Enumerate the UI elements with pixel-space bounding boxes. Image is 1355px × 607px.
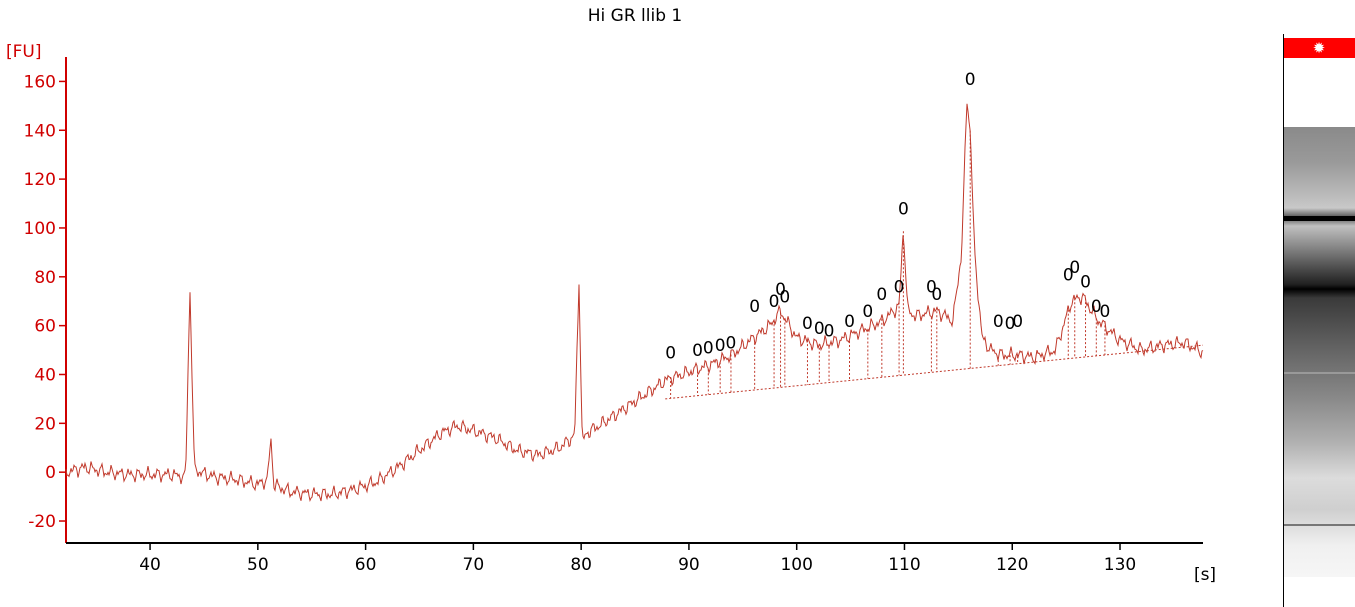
x-tick-label: 40	[139, 555, 161, 575]
gel-lane-smear	[1284, 127, 1355, 577]
x-tick-label: 70	[463, 555, 485, 575]
peak-label: 0	[726, 334, 737, 354]
x-axis-label: [s]	[1194, 565, 1216, 585]
x-tick-label: 130	[1104, 555, 1136, 575]
x-tick-label: 110	[888, 555, 920, 575]
peak-label: 0	[703, 339, 714, 359]
y-tick-label: -20	[28, 512, 56, 532]
y-tick-label: 120	[24, 170, 56, 190]
peak-label: 0	[802, 314, 813, 334]
peak-label: 0	[862, 302, 873, 322]
y-tick-label: 60	[34, 317, 56, 337]
x-tick-label: 50	[247, 555, 269, 575]
peak-label: 0	[965, 70, 976, 90]
y-tick-label: 40	[34, 365, 56, 385]
axes: -20 0 20 40 60 80 100 120 140 160 [FU] 40 50 60 70 80 90…	[6, 42, 1216, 585]
x-tick-label: 120	[996, 555, 1028, 575]
gel-band	[1284, 524, 1355, 526]
peak-label: 0	[1100, 302, 1111, 322]
y-tick-label: 80	[34, 268, 56, 288]
peak-label: 0	[692, 341, 703, 361]
peak-label: 0	[844, 312, 855, 332]
peak-label: 0	[715, 336, 726, 356]
x-tick-label: 60	[355, 555, 377, 575]
peak-label: 0	[876, 285, 887, 305]
peak-label: 0	[1012, 312, 1023, 332]
baseline-drop-lines	[665, 130, 1204, 400]
x-tick-label: 100	[780, 555, 812, 575]
peak-label: 0	[993, 312, 1004, 332]
fitted-baseline	[665, 344, 1204, 400]
peak-label: 0	[1069, 258, 1080, 278]
electropherogram-plot: -20 0 20 40 60 80 100 120 140 160 [FU] 40 50 60 70 80 90…	[6, 42, 1216, 585]
fluorescence-trace	[65, 103, 1204, 502]
y-tick-label: 20	[34, 414, 56, 434]
peak-label: 0	[898, 199, 909, 219]
y-tick-label: 140	[24, 121, 56, 141]
peak-label: 0	[665, 344, 676, 364]
x-tick-label: 90	[678, 555, 700, 575]
peak-label: 0	[1091, 297, 1102, 317]
peak-label: 0	[824, 322, 835, 342]
x-tick-label: 80	[570, 555, 592, 575]
peak-label: 0	[1005, 314, 1016, 334]
peak-label: 0	[1063, 265, 1074, 285]
peak-label: 0	[769, 292, 780, 312]
peak-label: 0	[931, 285, 942, 305]
y-tick-label: 0	[45, 463, 56, 483]
chart-title: Hi GR llib 1	[587, 6, 683, 26]
gel-marker-icon: ✹	[1313, 39, 1326, 57]
gel-band	[1284, 372, 1355, 374]
peak-label: 0	[1080, 273, 1091, 293]
peak-label: 0	[894, 278, 905, 298]
peak-label: 0	[814, 319, 825, 339]
peak-label: 0	[779, 287, 790, 307]
y-tick-label: 100	[24, 219, 56, 239]
gel-marker-band	[1284, 38, 1355, 58]
peak-label: 0	[775, 280, 786, 300]
peak-label: 0	[749, 297, 760, 317]
y-tick-label: 160	[24, 72, 56, 92]
y-axis-label: [FU]	[6, 42, 42, 62]
virtual-gel-lane: ✹	[1283, 34, 1355, 607]
gel-band-main	[1284, 216, 1355, 221]
peak-label: 0	[926, 278, 937, 298]
